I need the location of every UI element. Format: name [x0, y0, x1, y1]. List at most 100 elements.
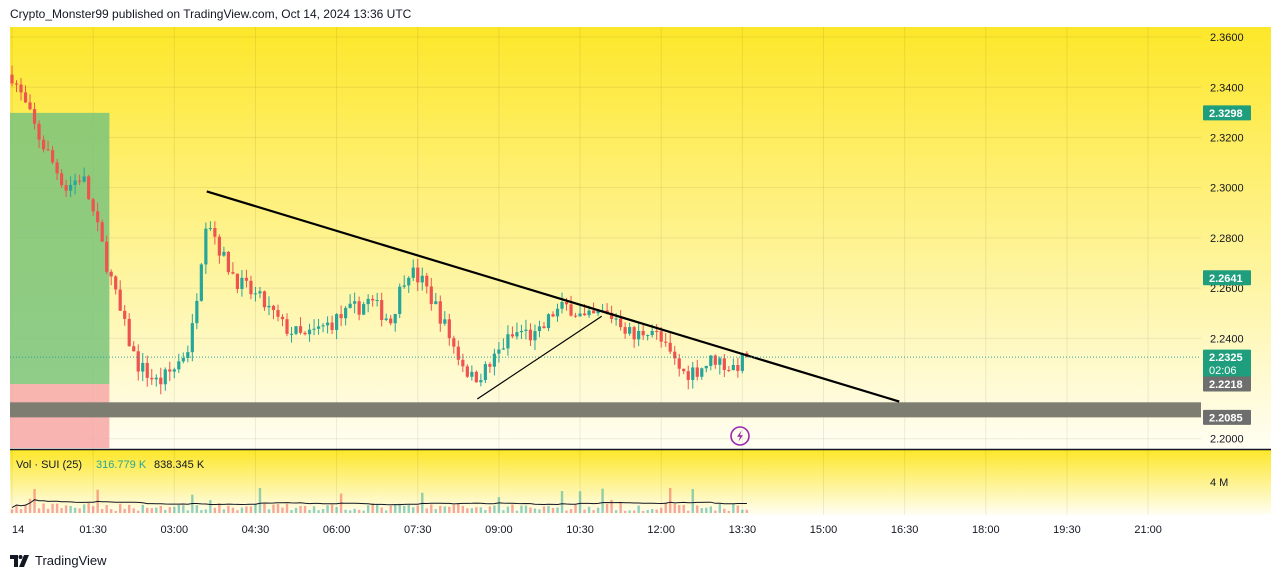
volume-bar [488, 506, 492, 513]
volume-bar [317, 510, 320, 513]
candle-body [664, 341, 668, 343]
time-axis[interactable]: 14 01:30 03:00 04:30 06:00 07:30 09:00 10:30 12:… [12, 524, 1162, 536]
candle-body [73, 180, 77, 185]
volume-bar [357, 509, 361, 513]
volume-bar [596, 507, 600, 513]
volume-bar [19, 509, 23, 513]
volume-bar [673, 503, 676, 513]
candle-body [240, 277, 244, 289]
volume-bar [258, 488, 262, 513]
volume-bar [69, 505, 72, 513]
overlays [10, 190, 1201, 403]
candle-body [510, 334, 515, 337]
volume-bar [452, 504, 456, 513]
zones [10, 112, 1201, 448]
candle-body [456, 346, 460, 360]
publish-caption: Crypto_Monster99 published on TradingVie… [10, 7, 412, 21]
volume-bar [727, 510, 731, 513]
price-label-box [1203, 349, 1251, 378]
volume-bar [303, 505, 307, 513]
candle-body [429, 286, 433, 305]
volume-bar [231, 507, 235, 513]
candle-body [704, 365, 708, 369]
candle-body [416, 267, 420, 283]
candle-body [105, 241, 109, 272]
candle-body [353, 301, 357, 304]
volume-bar [529, 507, 532, 513]
candle-body [366, 298, 370, 305]
candle-body [253, 293, 258, 295]
candle-body [213, 228, 217, 237]
volume-bar [362, 510, 365, 513]
volume-bar [128, 504, 131, 513]
candle-body [357, 301, 361, 315]
candle-body [55, 162, 59, 174]
candle-body [222, 251, 226, 256]
volume-bar [312, 506, 316, 513]
tradingview-logo-icon [10, 554, 29, 567]
volume-bar [632, 510, 636, 513]
candle-body [524, 329, 528, 331]
volume-bar [218, 503, 221, 513]
candle-body [641, 330, 645, 336]
candle-body [271, 305, 276, 311]
volume-bar [745, 509, 749, 513]
candle-body [312, 328, 316, 330]
volume-bar [619, 503, 622, 513]
volume-bar [412, 507, 415, 513]
candle-body [23, 92, 28, 103]
candle-body [465, 366, 469, 377]
volume-bar [263, 503, 266, 513]
candle-body [438, 301, 442, 324]
candle-body [168, 369, 172, 372]
candle-body [235, 273, 240, 289]
candle-body [677, 358, 681, 369]
volume-bar [51, 503, 54, 513]
candle-body [78, 180, 82, 182]
candle-body [303, 332, 307, 335]
volume-bar [164, 509, 167, 513]
volume-bar [461, 505, 465, 513]
candle-body [560, 302, 564, 309]
candle-body [691, 367, 695, 380]
candle-body [637, 330, 641, 340]
support-zone [10, 402, 1201, 418]
candle-body [96, 211, 100, 223]
price-axis[interactable]: 2.3600 2.3400 2.3200 2.3000 2.2800 2.2600 2.24… [1203, 32, 1251, 446]
volume-bar [430, 504, 433, 513]
volume-bar [506, 506, 510, 513]
time-tick-label: 04:30 [242, 524, 270, 536]
volume-ma-line [11, 499, 747, 509]
candle-body [276, 310, 280, 317]
volume-bar [578, 491, 582, 513]
volume-bar [714, 510, 717, 513]
volume-bar [479, 507, 483, 513]
volume-bar [37, 508, 41, 513]
volume-bar [249, 506, 253, 513]
volume-bar [592, 510, 595, 513]
candle-body [294, 326, 298, 334]
volume-bar [443, 506, 446, 513]
candle-body [655, 330, 659, 332]
candle-body [389, 318, 393, 324]
candle-body [596, 310, 600, 314]
candle-body [533, 331, 537, 341]
flash-icon[interactable] [730, 426, 750, 446]
volume-bar [669, 487, 672, 513]
candle-body [262, 291, 267, 308]
volume-bar [664, 502, 667, 513]
candle-body [605, 310, 609, 313]
candle-body [695, 367, 699, 377]
candle-body [141, 362, 145, 372]
candle-body [619, 318, 623, 328]
footer-brand: TradingView [35, 553, 107, 568]
candle-body [673, 351, 677, 359]
price-tick-label: 2.3400 [1210, 82, 1244, 94]
volume-bar [146, 507, 149, 513]
volume-bar [637, 505, 640, 513]
candle-body [190, 323, 194, 353]
candle-body [610, 312, 614, 320]
candle-body [289, 333, 294, 335]
volume-bar [384, 510, 388, 513]
